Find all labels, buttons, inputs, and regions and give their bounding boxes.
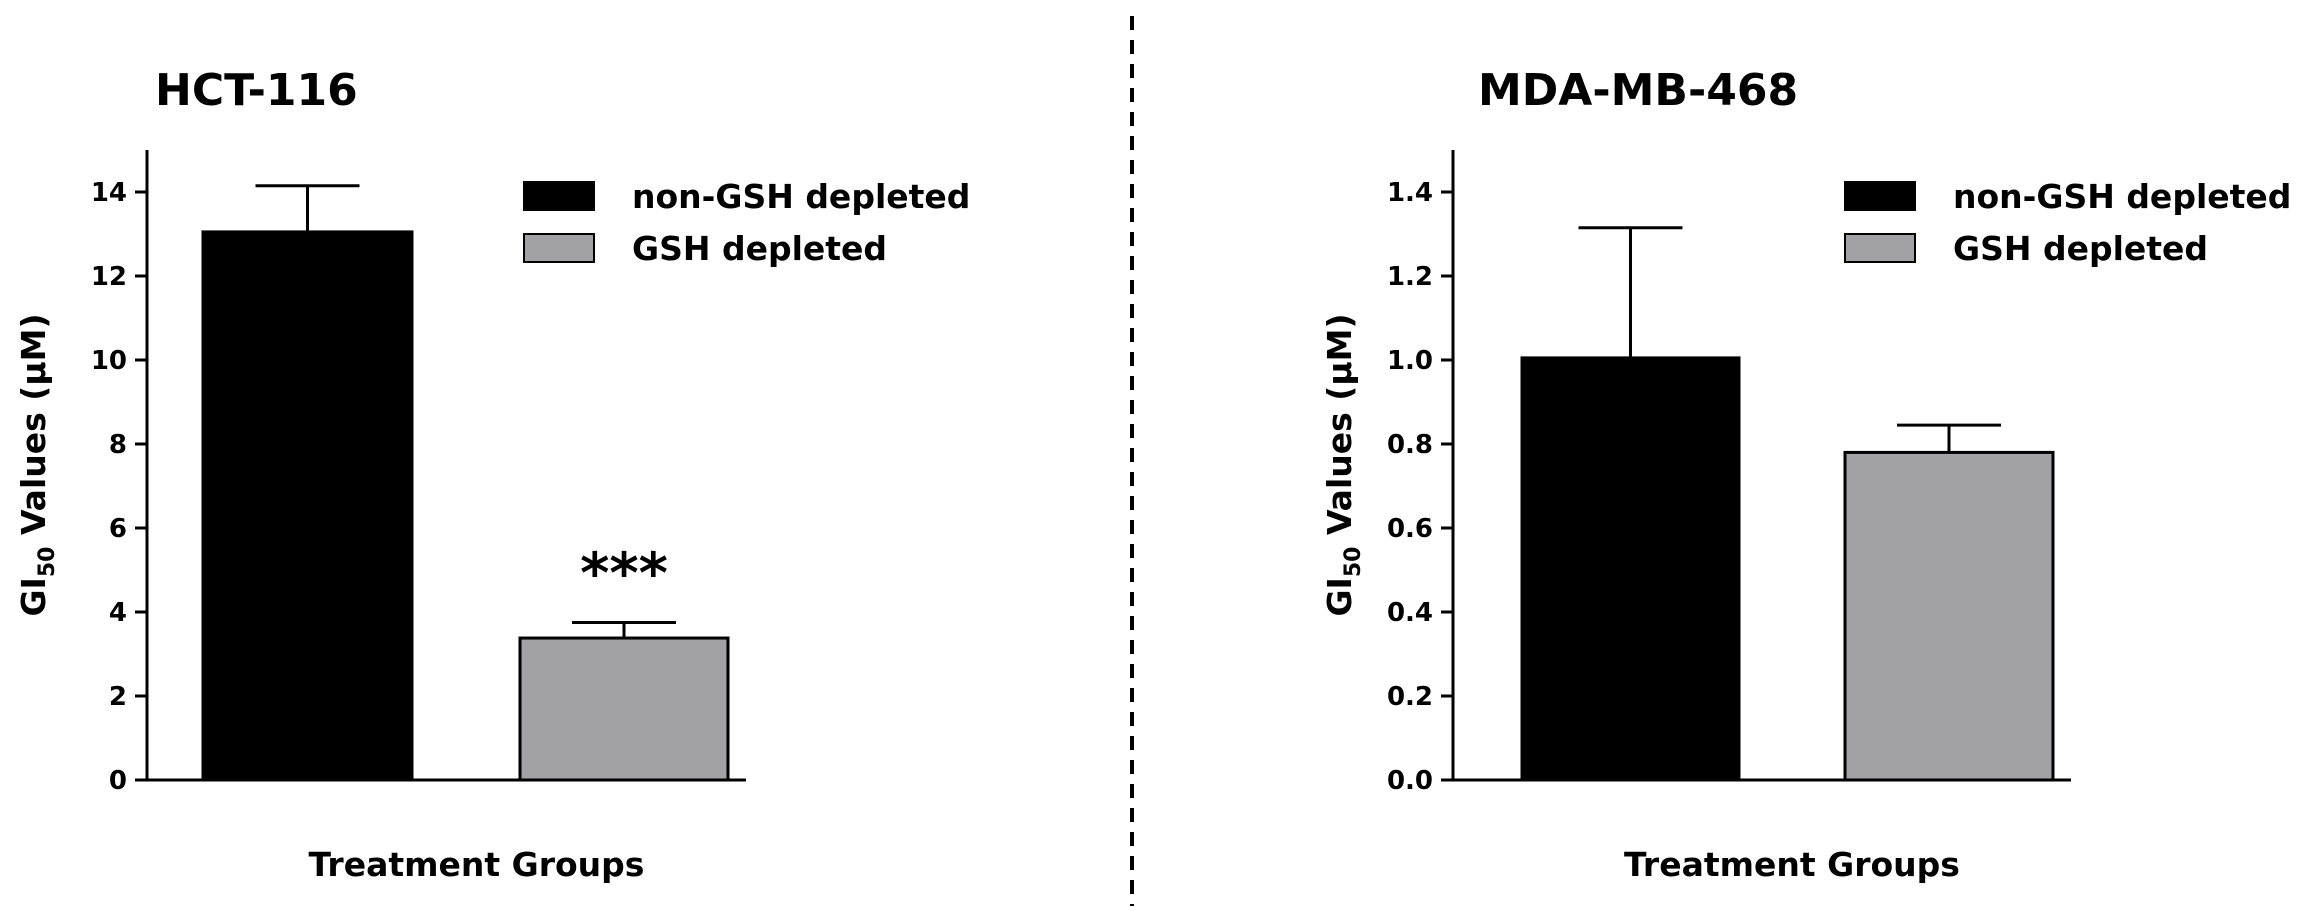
- y-axis-label-subscript: 50: [1341, 547, 1366, 578]
- y-tick-label: 2: [109, 682, 127, 712]
- bar-gsh-depleted: [518, 636, 730, 782]
- y-tick-label: 1.0: [1387, 346, 1433, 376]
- chart-title: HCT-116: [155, 65, 358, 116]
- y-tick-label: 14: [91, 178, 127, 208]
- legend-label: GSH depleted: [1953, 229, 2208, 268]
- bar-gsh-depleted: [1843, 450, 2055, 782]
- y-tick-label: 0.6: [1387, 514, 1433, 544]
- y-tick-label: 6: [109, 514, 127, 544]
- y-axis-label-rest: Values (μM): [1320, 313, 1359, 546]
- legend-label: non-GSH depleted: [1953, 177, 2291, 216]
- y-tick-label: 0.8: [1387, 430, 1433, 460]
- legend-label: non-GSH depleted: [632, 177, 970, 216]
- legend-swatch: [1844, 181, 1916, 211]
- x-axis-label: Treatment Groups: [1624, 845, 1960, 884]
- x-axis-label: Treatment Groups: [309, 845, 645, 884]
- y-axis-label-rest: Values (μM): [14, 313, 53, 546]
- y-tick-label: 4: [109, 598, 127, 628]
- significance-annotation: ***: [580, 542, 668, 607]
- bar-non-gsh-depleted: [1520, 356, 1741, 782]
- y-tick-label: 0.2: [1387, 682, 1433, 712]
- y-tick-label: 0: [109, 766, 127, 796]
- y-tick-label: 10: [91, 346, 127, 376]
- y-tick-label: 0.0: [1387, 766, 1433, 796]
- y-tick-label: 12: [91, 262, 127, 292]
- legend-swatch: [523, 181, 595, 211]
- bar-non-gsh-depleted: [201, 230, 414, 782]
- y-tick-label: 8: [109, 430, 127, 460]
- chart-panel-mdamb468: MDA-MB-468 0.0 0.2 0.4 0.6 0.8 1.0 1.2 1.4 GI50 V…: [1320, 65, 2291, 884]
- y-tick-label: 0.4: [1387, 598, 1433, 628]
- legend-label: GSH depleted: [632, 229, 887, 268]
- y-axis-label-subscript: 50: [35, 547, 60, 578]
- y-axis-label: GI50 Values (μM): [1320, 313, 1366, 616]
- y-axis-label-main: GI: [14, 577, 53, 616]
- legend-swatch: [523, 233, 595, 263]
- y-tick-label: 1.2: [1387, 262, 1433, 292]
- y-axis-label: GI50 Values (μM): [14, 313, 60, 616]
- chart-panel-hct116: HCT-116 0 2 4 6 8 10 12 14 GI50 Values (μM) *** non…: [14, 65, 970, 884]
- y-tick-label: 1.4: [1387, 178, 1433, 208]
- legend-swatch: [1844, 233, 1916, 263]
- chart-title: MDA-MB-468: [1478, 65, 1798, 116]
- y-axis-label-main: GI: [1320, 577, 1359, 616]
